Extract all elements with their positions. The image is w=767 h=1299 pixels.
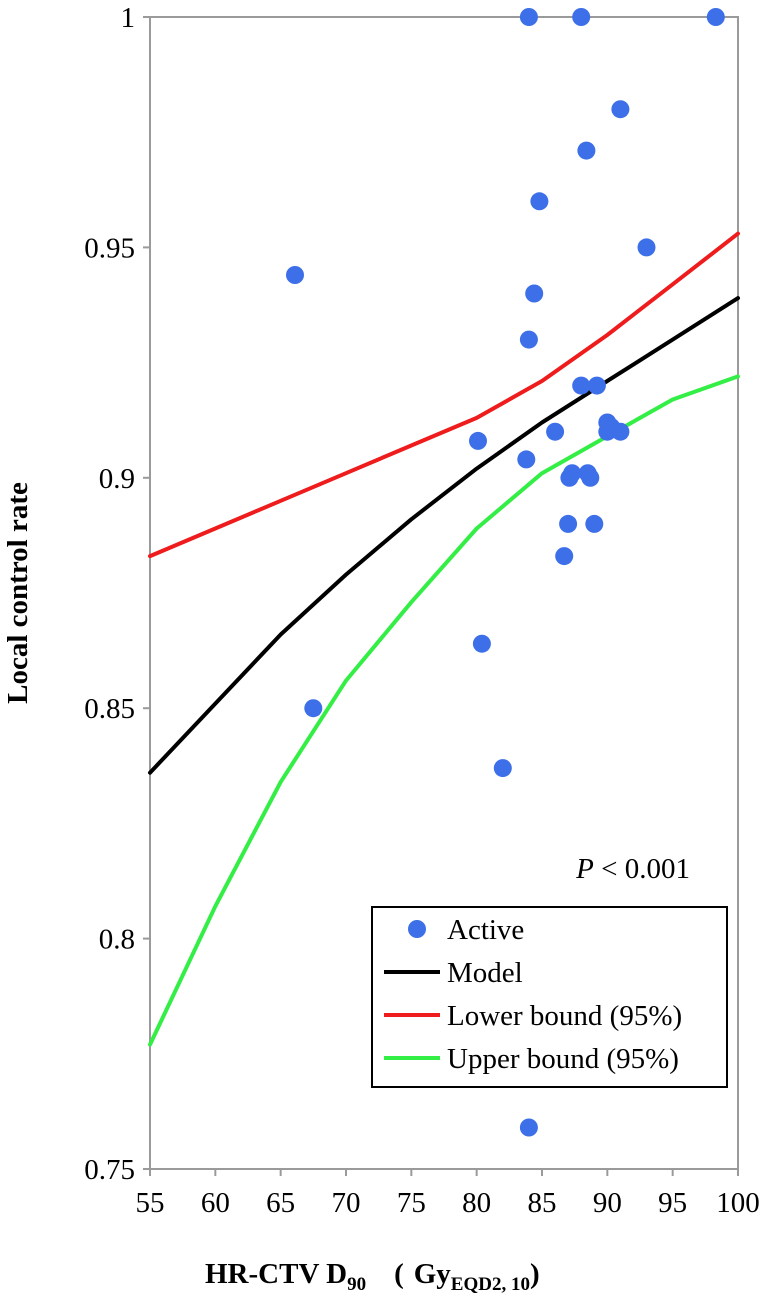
series-lines — [148, 231, 740, 1047]
line-model — [148, 296, 740, 775]
data-point — [469, 431, 487, 450]
legend-label-upper-bound-95: Upper bound (95%) — [447, 1043, 679, 1075]
data-point — [519, 1118, 538, 1137]
x-tick-label: 85 — [528, 1187, 557, 1219]
p-value-italic: P — [575, 853, 594, 885]
legend: Active Model Lower bound (95%) Upper bound … — [371, 906, 728, 1088]
y-tick-label: 0.85 — [84, 693, 135, 725]
data-point — [519, 8, 538, 26]
data-point — [493, 759, 512, 778]
line-lower-bound-95 — [148, 231, 740, 559]
data-point — [585, 514, 604, 533]
data-point — [472, 634, 491, 653]
data-point — [555, 547, 574, 566]
data-point — [706, 8, 725, 26]
x-tick-label: 60 — [201, 1187, 230, 1219]
p-value-annotation: P < 0.001 — [575, 853, 690, 885]
legend-label-lower-bound-95: Lower bound (95%) — [447, 1000, 682, 1032]
x-axis-label-unit-sub: EQD2, 10 — [451, 1274, 530, 1295]
axis-ticks: 55 60 65 70 75 80 85 90 95 100 0.75 0.8 0.85 0.9 0.95 1 — [84, 2, 760, 1219]
data-point — [581, 468, 600, 487]
data-point — [286, 266, 304, 284]
x-tick-label: 90 — [593, 1187, 622, 1219]
data-point — [525, 284, 544, 303]
data-point — [611, 422, 630, 441]
x-axis-label-paren-close: ) — [530, 1258, 540, 1290]
data-point — [587, 376, 606, 395]
x-tick-label: 95 — [658, 1187, 687, 1219]
data-point — [559, 514, 578, 533]
x-axis-label-unit: Gy — [414, 1258, 452, 1290]
x-tick-label: 65 — [266, 1187, 295, 1219]
plot-frame — [149, 16, 739, 1170]
x-axis-label-main: HR-CTV D — [205, 1258, 347, 1290]
y-tick-label: 0.9 — [99, 463, 135, 495]
data-point — [577, 141, 596, 160]
data-point — [546, 422, 565, 441]
x-axis-label-sub: 90 — [347, 1274, 366, 1295]
x-tick-label: 70 — [332, 1187, 361, 1219]
x-tick-label: 75 — [397, 1187, 426, 1219]
data-point — [530, 192, 549, 211]
line-upper-bound-95 — [148, 374, 740, 1047]
y-tick-label: 0.8 — [99, 924, 135, 956]
data-point — [519, 330, 538, 349]
data-point — [563, 464, 582, 483]
legend-label-active: Active — [447, 914, 524, 946]
y-tick-label: 0.95 — [84, 232, 135, 264]
series-points — [286, 8, 725, 1137]
data-point — [572, 376, 591, 395]
data-point — [637, 238, 656, 257]
x-axis-label: HR-CTV D90 ( GyEQD2, 10) — [205, 1258, 540, 1295]
x-axis-label-paren-open: ( — [394, 1258, 404, 1290]
x-tick-label: 80 — [462, 1187, 491, 1219]
y-tick-label: 0.75 — [84, 1154, 135, 1186]
y-axis-label: Local control rate — [2, 482, 34, 704]
data-point — [611, 100, 630, 119]
legend-label-model: Model — [447, 957, 523, 989]
legend-marker-active — [408, 920, 426, 938]
data-point — [517, 450, 536, 469]
y-tick-label: 1 — [121, 2, 136, 34]
plot-border — [149, 16, 739, 1170]
data-point — [304, 699, 323, 718]
x-tick-label: 100 — [716, 1187, 760, 1219]
p-value-rest: < 0.001 — [594, 853, 690, 885]
data-point — [572, 8, 591, 26]
x-tick-label: 55 — [136, 1187, 165, 1219]
